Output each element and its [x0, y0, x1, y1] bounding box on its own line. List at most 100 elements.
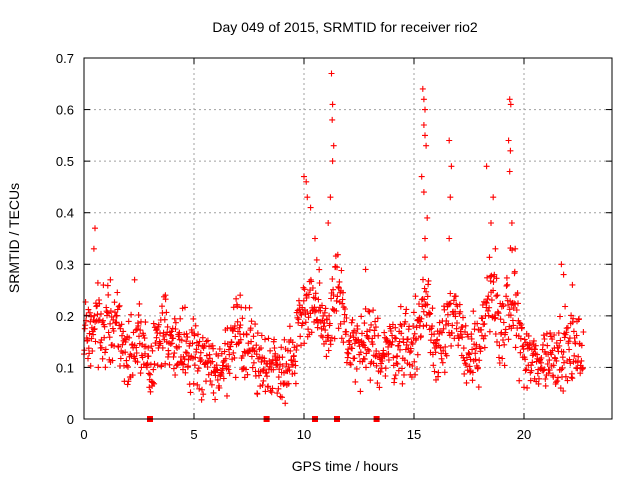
data-point — [258, 345, 264, 351]
data-point — [287, 348, 294, 354]
data-point — [422, 132, 428, 139]
data-point — [439, 359, 446, 366]
data-point — [513, 307, 520, 313]
data-point — [472, 356, 479, 363]
data-point — [247, 325, 254, 332]
data-point — [192, 354, 199, 361]
data-point — [190, 380, 197, 387]
data-point — [328, 334, 335, 341]
data-point — [118, 321, 125, 328]
data-point — [351, 355, 358, 362]
data-point — [206, 355, 213, 362]
data-point — [329, 276, 336, 282]
data-point — [210, 389, 217, 396]
data-point — [521, 384, 527, 391]
data-point — [194, 381, 201, 388]
data-point — [269, 359, 276, 366]
data-point — [329, 101, 336, 108]
data-point — [338, 335, 345, 342]
data-point — [420, 323, 427, 330]
data-point — [92, 338, 99, 345]
data-point — [434, 336, 441, 343]
data-point — [574, 365, 581, 372]
data-point — [333, 297, 340, 304]
data-point — [326, 312, 333, 319]
data-point — [275, 385, 282, 392]
data-point — [104, 309, 111, 316]
data-point — [90, 245, 97, 252]
data-point — [243, 366, 249, 373]
data-point — [325, 347, 332, 354]
data-point — [492, 245, 499, 252]
data-point — [141, 335, 148, 342]
data-point — [88, 313, 95, 320]
data-point — [221, 348, 228, 355]
data-point — [532, 342, 539, 349]
data-point — [559, 365, 566, 372]
data-point — [237, 322, 244, 329]
data-point — [496, 342, 503, 349]
data-point — [466, 363, 473, 370]
data-point — [313, 256, 320, 263]
data-point — [289, 339, 296, 346]
data-point — [529, 359, 536, 366]
data-point — [392, 324, 399, 331]
data-point — [530, 337, 537, 344]
data-point — [88, 335, 95, 342]
data-point — [85, 355, 91, 362]
y-tick-label: 0 — [67, 412, 74, 427]
data-point — [377, 368, 384, 375]
data-point — [547, 333, 554, 340]
data-point — [260, 366, 267, 373]
data-point — [312, 235, 318, 242]
data-point — [461, 357, 468, 364]
data-point — [286, 323, 293, 330]
data-point — [193, 346, 200, 353]
data-point — [522, 356, 529, 363]
data-point — [224, 392, 230, 399]
data-point — [300, 297, 307, 304]
data-point — [212, 372, 219, 379]
data-point — [528, 362, 535, 369]
data-point — [104, 282, 111, 289]
data-point — [328, 295, 335, 302]
data-point — [281, 336, 288, 343]
data-point — [361, 356, 368, 363]
data-point — [308, 329, 315, 336]
data-point — [170, 365, 177, 372]
x-tick-label: 15 — [407, 427, 421, 442]
data-point — [107, 308, 114, 314]
data-point — [394, 353, 401, 360]
data-point — [438, 355, 445, 362]
data-point — [231, 325, 238, 332]
data-point — [298, 342, 304, 349]
data-point — [578, 342, 585, 349]
data-point — [418, 333, 424, 340]
data-point — [570, 328, 577, 335]
data-point — [312, 290, 319, 297]
data-point — [286, 367, 293, 374]
data-point — [460, 345, 467, 352]
data-point — [323, 353, 330, 360]
data-point — [349, 345, 356, 352]
data-point — [272, 350, 279, 357]
data-point — [487, 278, 494, 285]
data-point — [491, 271, 498, 278]
data-point — [117, 325, 124, 332]
data-point — [115, 344, 122, 350]
data-point — [408, 374, 415, 381]
data-point — [459, 324, 466, 330]
data-point — [267, 347, 274, 354]
data-point — [541, 366, 548, 373]
data-point — [560, 349, 567, 355]
data-point — [92, 225, 98, 232]
data-point — [416, 301, 422, 307]
data-point — [207, 378, 214, 384]
data-point — [204, 364, 211, 370]
data-point — [391, 375, 398, 382]
data-point — [393, 360, 400, 367]
data-point — [408, 348, 415, 354]
data-point — [413, 324, 420, 331]
data-point — [514, 290, 521, 297]
data-point — [562, 303, 569, 310]
